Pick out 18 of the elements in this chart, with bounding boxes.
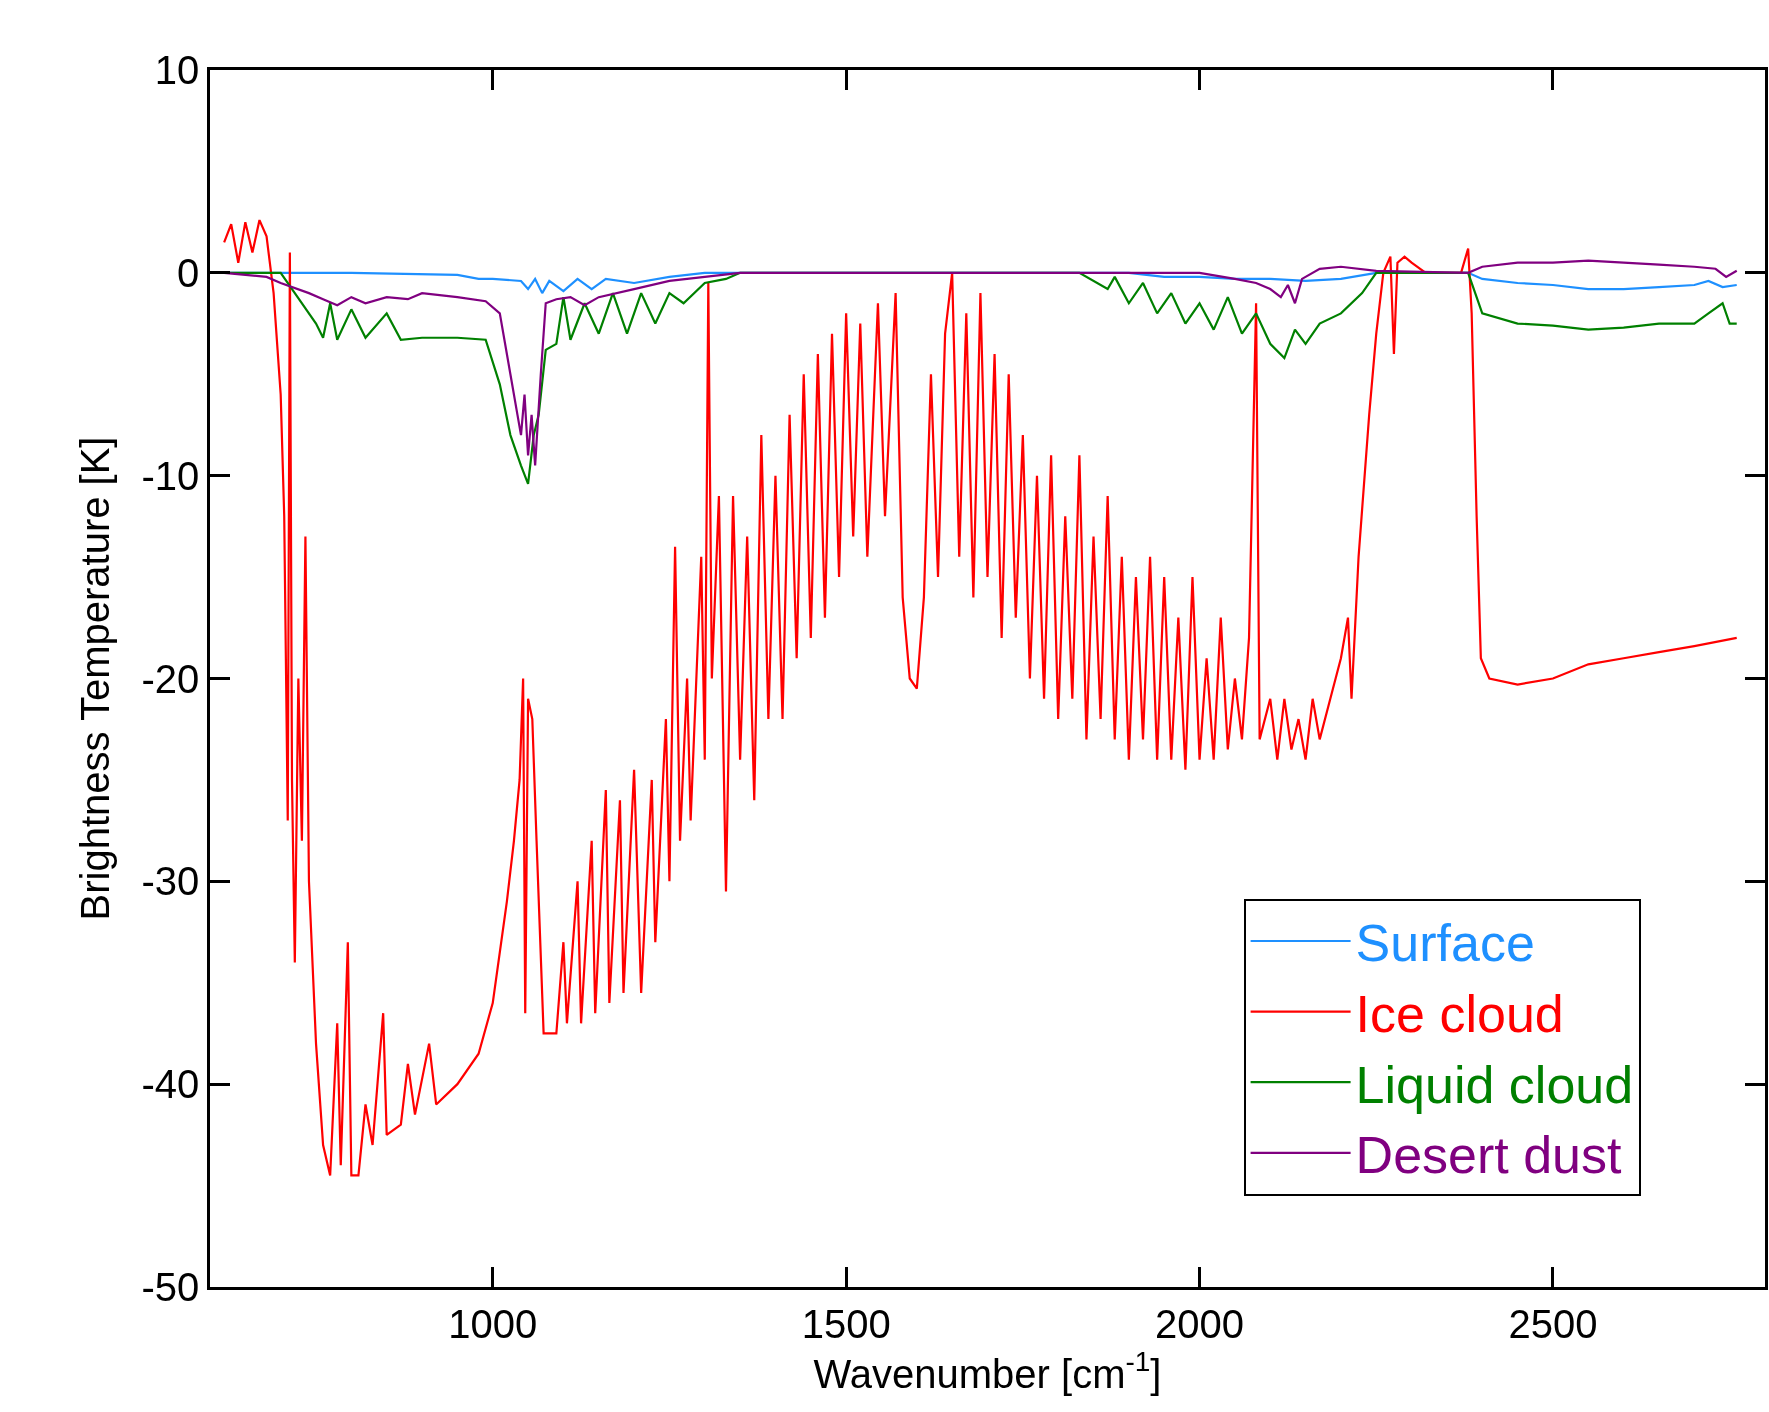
x-axis-title: Wavenumber [cm$^{-1}$] (813, 1345, 1162, 1396)
y-tick-label: -50 (141, 1265, 200, 1309)
y-tick-label: -30 (141, 859, 200, 904)
legend-label: Liquid cloud (1355, 1055, 1634, 1114)
legend-label: Desert dust (1355, 1126, 1623, 1185)
legend-label: Ice cloud (1355, 984, 1564, 1043)
x-tick-label: 1000 (448, 1301, 538, 1346)
y-tick-label: -40 (141, 1062, 200, 1107)
legend-label: Surface (1355, 914, 1535, 973)
x-tick-label: 2500 (1508, 1301, 1598, 1346)
y-tick-label: -20 (141, 656, 200, 701)
y-tick-label: -10 (141, 453, 200, 498)
y-tick-label: 10 (154, 48, 200, 92)
y-tick-label: 0 (177, 250, 200, 295)
y-axis-title: Brightness Temperature [K] (72, 436, 117, 921)
x-tick-label: 1500 (801, 1301, 891, 1346)
line-series (223, 219, 1738, 1177)
x-tick-label: 2000 (1155, 1301, 1245, 1346)
